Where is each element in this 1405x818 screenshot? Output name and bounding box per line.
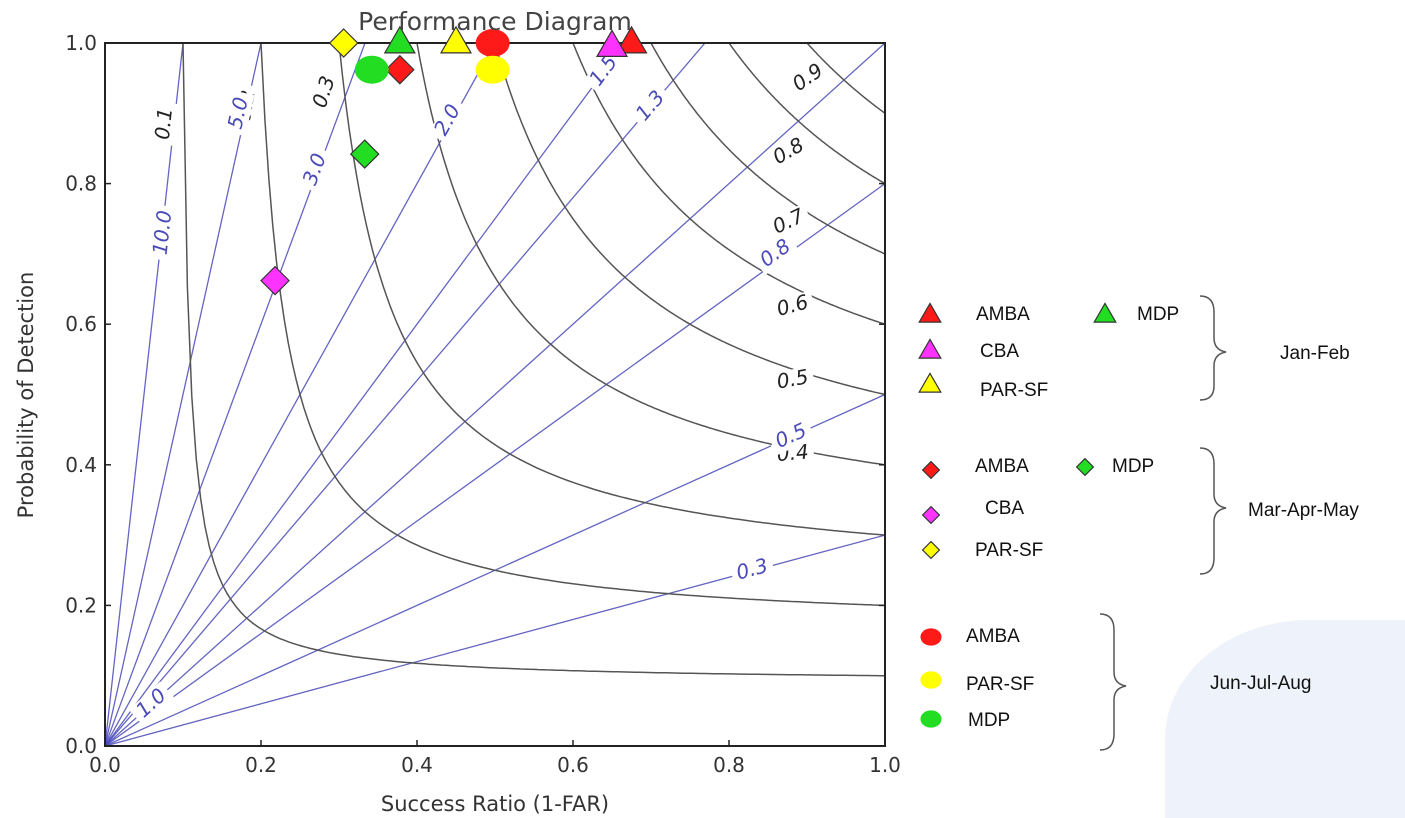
point-mdp-janfeb — [383, 25, 416, 54]
legend-group-mar-apr-may: Mar-Apr-May — [1248, 500, 1359, 521]
brace-jan-feb — [1199, 295, 1227, 401]
csi-contour-0.1 — [182, 43, 885, 677]
legend-label-parsf-jja: PAR-SF — [966, 674, 1035, 695]
y-tick-label: 0.2 — [65, 593, 97, 617]
bias-line-1.0 — [105, 43, 885, 746]
legend-symbol-mdp-junjulaug — [920, 710, 942, 728]
point-cba-janfeb — [595, 29, 629, 57]
brace-mar-apr-may — [1199, 447, 1227, 575]
csi-label-0.5-bg — [770, 365, 816, 395]
bias-line-1.3 — [105, 43, 706, 746]
csi-contour-0.2 — [260, 43, 885, 607]
legend-label-amba-mam: AMBA — [975, 456, 1029, 477]
point-mdp-maraprmay — [349, 139, 380, 169]
bias-label-10.0-bg — [149, 204, 178, 261]
y-tick-label: 0.0 — [65, 734, 97, 758]
csi-label-0.5: 0.5 — [775, 364, 810, 393]
legend-label-amba-jja: AMBA — [966, 626, 1020, 647]
csi-contour-0.8 — [728, 43, 885, 185]
csi-label-0.1-bg — [151, 101, 179, 146]
csi-label-0.3-bg — [307, 68, 342, 116]
legend-label-amba-jan-feb: AMBA — [976, 304, 1030, 325]
y-tick-label: 1.0 — [65, 31, 97, 55]
csi-contour-0.7 — [650, 43, 885, 255]
csi-contour-0.6 — [572, 43, 885, 325]
legend-label-mdp-jan-feb: MDP — [1137, 304, 1180, 325]
bias-line-5.0 — [105, 43, 262, 746]
csi-contour-0.5 — [494, 43, 885, 396]
legend-symbol-cba-janfeb — [918, 338, 942, 359]
bias-label-0.8-bg — [752, 232, 800, 276]
legend-label-parsf-jan-feb: PAR-SF — [980, 380, 1049, 401]
x-tick-label: 0.6 — [557, 753, 589, 777]
legend-symbol-amba-junjulaug — [920, 628, 942, 646]
csi-label-0.1: 0.1 — [150, 107, 177, 141]
bias-label-0.3-bg — [729, 554, 776, 587]
point-amba-junjulaug — [475, 29, 510, 57]
brace-jun-jul-aug — [1099, 613, 1127, 751]
point-amba-maraprmay — [384, 54, 415, 85]
y-axis-label: Probability of Detection — [14, 272, 38, 519]
bias-label-0.3: 0.3 — [734, 553, 771, 584]
x-tick-label: 1.0 — [869, 753, 901, 777]
csi-contour-0.9 — [806, 43, 885, 114]
legend-symbol-parsf-junjulaug — [920, 671, 942, 689]
point-mdp-junjulaug — [354, 55, 389, 84]
legend-symbol-mdp-janfeb — [1093, 302, 1117, 323]
legend-group-jun-jul-aug: Jun-Jul-Aug — [1210, 673, 1312, 694]
bias-label-1.5-bg — [582, 47, 626, 95]
bias-line-0.8 — [105, 183, 885, 746]
y-tick-label: 0.6 — [65, 312, 97, 336]
legend-symbol-cba-maraprmay — [921, 505, 941, 525]
csi-label-0.9-bg — [784, 57, 832, 100]
legend-label-mdp-mam: MDP — [1112, 456, 1155, 477]
x-tick-label: 0.2 — [245, 753, 277, 777]
legend-label-cba-mam: CBA — [985, 498, 1025, 519]
csi-label-0.7-bg — [765, 203, 813, 242]
bias-label-1.0-bg — [128, 681, 175, 727]
y-tick-label: 0.8 — [65, 172, 97, 196]
csi-contour-0.3 — [338, 43, 885, 536]
bias-label-0.5-bg — [767, 418, 816, 456]
legend-label-parsf-mam: PAR-SF — [975, 540, 1044, 561]
point-amba-janfeb — [615, 25, 648, 54]
legend-symbol-mdp-maraprmay — [1075, 457, 1095, 477]
bias-label-5.0-bg — [223, 90, 255, 137]
point-cba-maraprmay — [260, 265, 290, 296]
x-tick-label: 0.4 — [401, 753, 433, 777]
y-tick-label: 0.4 — [65, 453, 97, 477]
point-parsf-janfeb — [439, 25, 473, 54]
point-parsf-maraprmay — [328, 28, 359, 58]
x-tick-label: 0.8 — [713, 753, 745, 777]
legend-symbol-parsf-maraprmay — [921, 540, 941, 560]
csi-label-0.6-bg — [769, 290, 816, 323]
bias-line-10.0 — [105, 43, 184, 746]
x-axis-label: Success Ratio (1-FAR) — [381, 792, 609, 816]
csi-label-0.8-bg — [765, 131, 813, 172]
bias-label-1.3-bg — [628, 83, 674, 130]
legend-symbol-amba-janfeb — [918, 302, 942, 323]
legend-label-mdp-jja: MDP — [968, 710, 1011, 731]
x-tick-label: 0.0 — [89, 753, 121, 777]
legend-label-cba-jan-feb: CBA — [980, 341, 1020, 362]
legend-symbol-parsf-janfeb — [918, 372, 942, 393]
bias-label-10.0: 10.0 — [148, 209, 177, 256]
bias-label-3.0-bg — [297, 146, 334, 194]
chart-title: Performance Diagram — [358, 7, 632, 36]
bias-label-2.0-bg — [428, 96, 469, 145]
point-parsf-junjulaug — [475, 55, 510, 84]
csi-label-0.6: 0.6 — [774, 289, 811, 320]
legend-symbol-amba-maraprmay — [921, 460, 941, 480]
legend-group-jan-feb: Jan-Feb — [1280, 343, 1350, 364]
